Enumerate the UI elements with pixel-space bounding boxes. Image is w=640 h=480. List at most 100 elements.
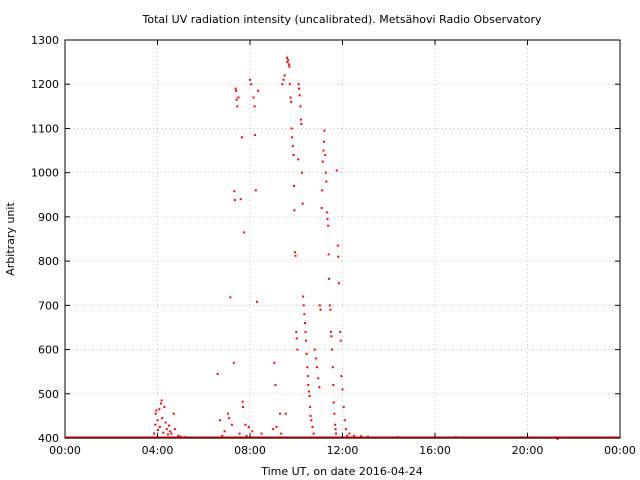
data-point [318,386,321,389]
data-point [254,189,257,192]
data-point [216,372,219,375]
data-point [252,96,255,99]
data-point [331,366,334,369]
data-point [304,339,307,342]
data-point [326,218,329,221]
data-point [297,158,300,161]
data-point [232,361,235,364]
data-point [325,180,328,183]
data-point [301,171,304,174]
x-tick-label: 20:00 [512,444,544,457]
data-point [328,277,331,280]
data-point [291,145,294,148]
data-point [360,435,362,438]
data-point [283,74,286,77]
y-tick-label: 400 [38,432,59,445]
data-point [294,254,297,257]
data-point [296,348,299,351]
data-point [237,96,240,99]
data-point [287,63,290,66]
data-point [249,78,251,81]
data-point [242,406,245,409]
data-point [288,65,291,68]
data-point [339,330,342,333]
data-point [304,330,307,333]
data-point [235,98,238,101]
data-point [334,428,337,431]
data-point [321,189,324,192]
data-point [223,430,226,433]
data-point [328,304,331,307]
data-point [317,377,320,380]
data-point [245,434,248,437]
x-tick-label: 00:00 [49,444,81,457]
data-point [161,417,164,420]
x-tick-label: 08:00 [234,444,266,457]
data-point [306,375,309,378]
data-point [251,430,254,433]
data-point [325,211,328,214]
data-point [287,58,290,61]
data-point [302,304,305,307]
data-point [257,89,260,92]
data-point [230,423,233,426]
data-point [254,134,257,137]
x-axis-title: Time UT, on date 2016-04-24 [260,465,423,478]
data-point [313,348,316,351]
data-point [312,432,315,435]
data-point [320,207,323,210]
data-point [238,432,241,435]
data-point [301,202,304,205]
data-point [397,436,399,439]
y-tick-label: 700 [38,299,59,312]
data-point [330,335,333,338]
data-point [307,390,310,393]
plot-area-frame [64,39,621,439]
data-point [158,425,161,428]
y-tick-label: 1100 [31,122,59,135]
data-point [305,352,308,355]
data-point [279,412,282,415]
x-tick-label: 04:00 [142,444,174,457]
data-point [323,140,325,143]
data-point [250,83,253,86]
data-point [454,436,457,439]
data-point [293,209,296,212]
data-point [168,424,171,427]
data-point [165,428,168,431]
data-point [299,118,302,121]
data-point [179,435,182,438]
data-point [286,56,288,59]
y-tick-labels: 400 500 600 700 800 900 1000 1100 1200 1300 [31,34,59,445]
data-point [311,425,314,428]
data-point [342,406,345,409]
data-point [353,434,356,437]
data-point [316,366,319,369]
data-point [282,78,285,81]
data-point [336,244,339,247]
gridlines [65,40,620,438]
data-point [221,434,224,437]
data-point [324,153,327,156]
data-point [302,295,305,298]
data-point [247,425,250,428]
data-point [334,423,337,426]
data-point [298,94,301,97]
axis-ticks [64,39,621,439]
data-point [289,96,292,99]
data-point [159,402,162,405]
data-point [164,421,167,424]
data-point [304,322,307,325]
data-point [556,437,559,440]
data-point [233,190,236,193]
data-point [327,224,330,227]
data-point [332,383,335,386]
data-point [307,383,310,386]
data-point [340,375,343,378]
data-point [169,430,172,433]
data-point [343,419,346,422]
data-point [281,83,284,86]
data-point [329,308,332,311]
